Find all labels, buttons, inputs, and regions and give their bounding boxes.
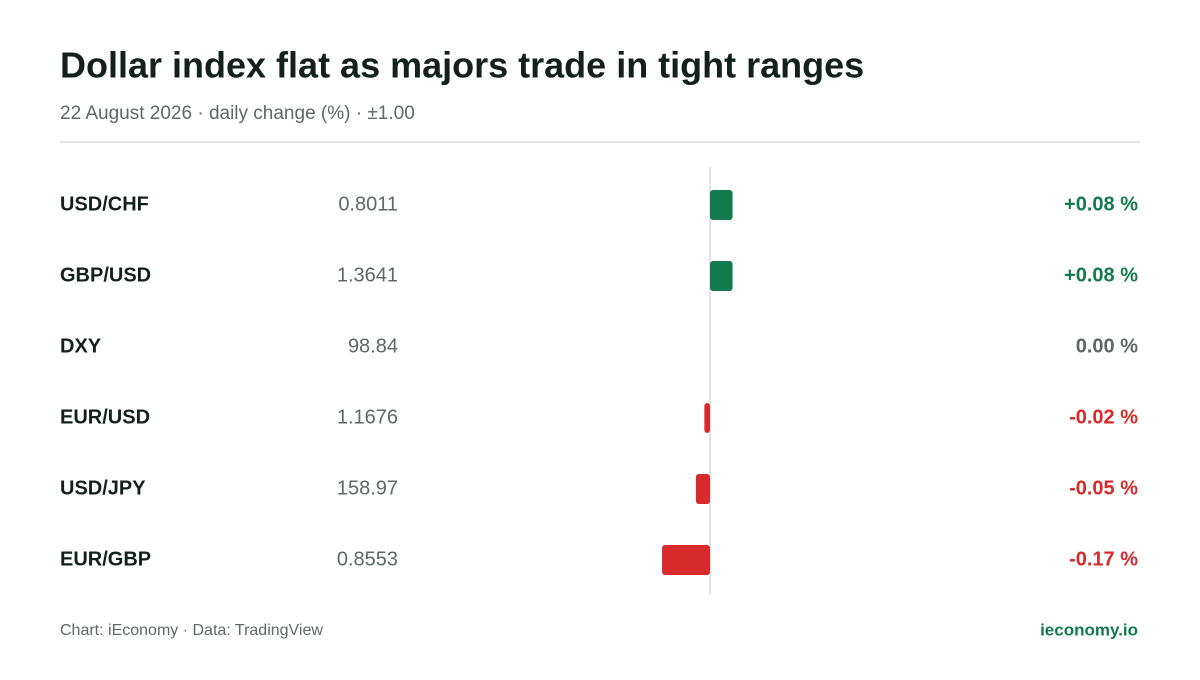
category-label: EUR/USD	[60, 406, 150, 428]
value-label: 0.00 %	[1076, 335, 1138, 357]
footer-source: Chart: iEconomy · Data: TradingView	[60, 622, 323, 639]
chart-title: Dollar index flat as majors trade in tig…	[60, 45, 864, 86]
price: 1.3641	[337, 264, 398, 286]
category-label: USD/JPY	[60, 477, 146, 499]
bar	[710, 190, 733, 220]
value-label: -0.05 %	[1069, 477, 1138, 499]
value-label: +0.08 %	[1064, 264, 1138, 286]
value-label: -0.02 %	[1069, 406, 1138, 428]
category-label: DXY	[60, 335, 102, 357]
value-label: +0.08 %	[1064, 193, 1138, 215]
price: 98.84	[348, 335, 398, 357]
price: 1.1676	[337, 406, 398, 428]
price: 0.8011	[338, 193, 398, 215]
footer-brand: ieconomy.io	[1040, 620, 1138, 639]
category-label: EUR/GBP	[60, 548, 151, 570]
value-label: -0.17 %	[1069, 548, 1138, 570]
category-label: GBP/USD	[60, 264, 151, 286]
bar	[662, 545, 710, 575]
category-label: USD/CHF	[60, 193, 149, 215]
chart-subtitle: 22 August 2026 · daily change (%) · ±1.0…	[60, 103, 415, 124]
price: 158.97	[337, 477, 398, 499]
price: 0.8553	[337, 548, 398, 570]
bar	[704, 403, 710, 433]
bar	[710, 261, 733, 291]
bar	[695, 474, 710, 504]
